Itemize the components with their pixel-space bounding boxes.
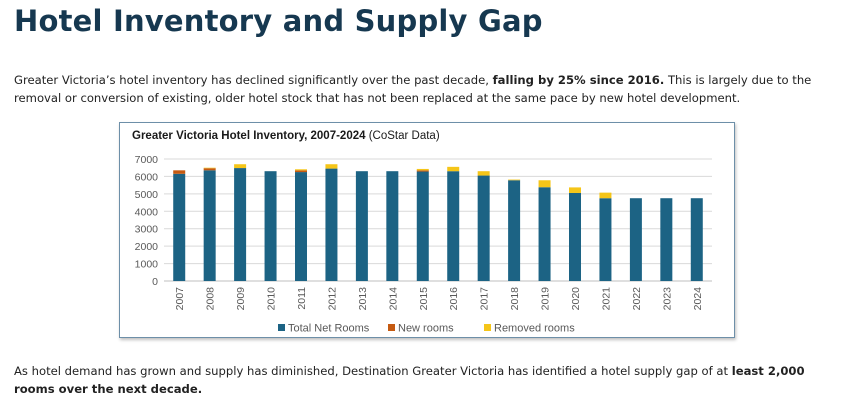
x-tick-label: 2015	[418, 287, 430, 311]
x-tick-label: 2020	[570, 287, 582, 311]
intro-highlight: falling by 25% since 2016.	[492, 73, 665, 87]
y-axis-ticks: 0 1000 2000 3000 4000 5000 6000 7000	[135, 154, 159, 288]
legend-swatch	[388, 324, 395, 331]
bar-total-net-rooms-2017	[477, 175, 490, 281]
outro-highlight: least 2,000 rooms over the next decade.	[14, 364, 805, 396]
y-tick-label: 4000	[135, 206, 159, 218]
x-tick-label: 2024	[692, 287, 704, 311]
bar-total-net-rooms-2020	[569, 192, 581, 281]
bar-removed-rooms-2020	[569, 187, 581, 193]
bar-removed-rooms-2012	[325, 164, 338, 169]
y-tick-label: 6000	[135, 171, 159, 183]
bar-removed-rooms-2015	[416, 168, 429, 171]
bar-new-rooms-2015	[416, 170, 429, 172]
page-title: Hotel Inventory and Supply Gap	[14, 4, 543, 38]
bar-new-rooms-2011	[295, 170, 307, 173]
x-tick-label: 2014	[387, 287, 399, 311]
outro-paragraph: As hotel demand has grown and supply has…	[14, 362, 846, 398]
y-tick-label: 3000	[135, 224, 159, 236]
bar-new-rooms-2007	[173, 170, 186, 174]
y-tick-label: 7000	[135, 154, 159, 166]
bar-total-net-rooms-2018	[508, 180, 521, 281]
bar-total-net-rooms-2008	[203, 170, 216, 281]
bar-new-rooms-2008	[203, 168, 216, 171]
x-tick-label: 2011	[296, 287, 308, 310]
legend-swatch	[278, 324, 285, 331]
x-tick-label: 2022	[631, 287, 643, 311]
x-tick-label: 2012	[326, 287, 338, 311]
bar-total-net-rooms-2010	[264, 171, 277, 281]
intro-paragraph: Greater Victoria’s hotel inventory has d…	[14, 71, 846, 107]
chart-title: Greater Victoria Hotel Inventory, 2007-2…	[132, 130, 440, 142]
bar-total-net-rooms-2014	[386, 171, 399, 281]
bar-removed-rooms-2009	[234, 164, 247, 169]
bar-removed-rooms-2016	[447, 166, 460, 172]
bar-total-net-rooms-2023	[660, 198, 673, 281]
intro-text-1: Greater Victoria’s hotel inventory has d…	[14, 73, 493, 87]
intro-text-2: This is largely due to the removal or co…	[14, 73, 812, 105]
x-tick-label: 2010	[266, 287, 278, 311]
hotel-inventory-chart: Greater Victoria Hotel Inventory, 2007-2…	[132, 130, 712, 335]
y-tick-label: 5000	[135, 189, 159, 201]
bar-total-net-rooms-2021	[599, 198, 612, 281]
x-tick-label: 2013	[357, 287, 369, 311]
chart-title-main: Greater Victoria Hotel Inventory, 2007-2…	[132, 130, 366, 142]
bar-total-net-rooms-2012	[325, 168, 338, 281]
outro-text: As hotel demand has grown and supply has…	[14, 364, 732, 378]
x-tick-label: 2018	[509, 287, 521, 311]
bar-total-net-rooms-2024	[690, 198, 703, 281]
bar-removed-rooms-2008	[203, 167, 216, 169]
bar-removed-rooms-2019	[538, 180, 551, 188]
x-tick-label: 2019	[540, 287, 552, 311]
bar-removed-rooms-2017	[477, 171, 490, 176]
bar-total-net-rooms-2019	[538, 187, 551, 281]
x-tick-label: 2023	[661, 287, 673, 311]
bars	[173, 164, 703, 281]
bar-total-net-rooms-2011	[295, 172, 307, 281]
x-tick-label: 2016	[448, 287, 460, 311]
chart-title-suffix: (CoStar Data)	[366, 130, 440, 142]
bar-removed-rooms-2021	[599, 192, 612, 199]
x-tick-label: 2017	[479, 287, 491, 311]
bar-total-net-rooms-2016	[447, 171, 460, 281]
x-axis-ticks: 2007 2008 2009 2010 2011 2012 2013 2014 2015 2016…	[174, 287, 704, 311]
x-tick-label: 2009	[235, 287, 247, 311]
x-tick-label: 2008	[205, 287, 217, 311]
legend-label: Total Net Rooms	[288, 323, 370, 335]
bar-removed-rooms-2011	[295, 169, 307, 171]
legend-swatch	[484, 324, 491, 331]
y-tick-label: 2000	[135, 241, 159, 253]
legend-label: Removed rooms	[494, 323, 575, 335]
bar-total-net-rooms-2009	[234, 168, 247, 281]
bar-total-net-rooms-2022	[629, 198, 642, 281]
chart-panel: Greater Victoria Hotel Inventory, 2007-2…	[119, 122, 735, 338]
y-tick-label: 1000	[135, 259, 159, 271]
y-tick-label: 0	[152, 276, 158, 288]
bar-total-net-rooms-2013	[355, 171, 368, 281]
legend: Total Net Rooms New rooms Removed rooms	[278, 323, 575, 335]
legend-label: New rooms	[398, 323, 454, 335]
x-tick-label: 2007	[174, 287, 186, 311]
gridlines	[164, 158, 712, 282]
bar-total-net-rooms-2007	[173, 173, 186, 281]
bar-removed-rooms-2018	[508, 179, 521, 181]
bar-total-net-rooms-2015	[416, 171, 429, 281]
x-tick-label: 2021	[600, 287, 612, 311]
